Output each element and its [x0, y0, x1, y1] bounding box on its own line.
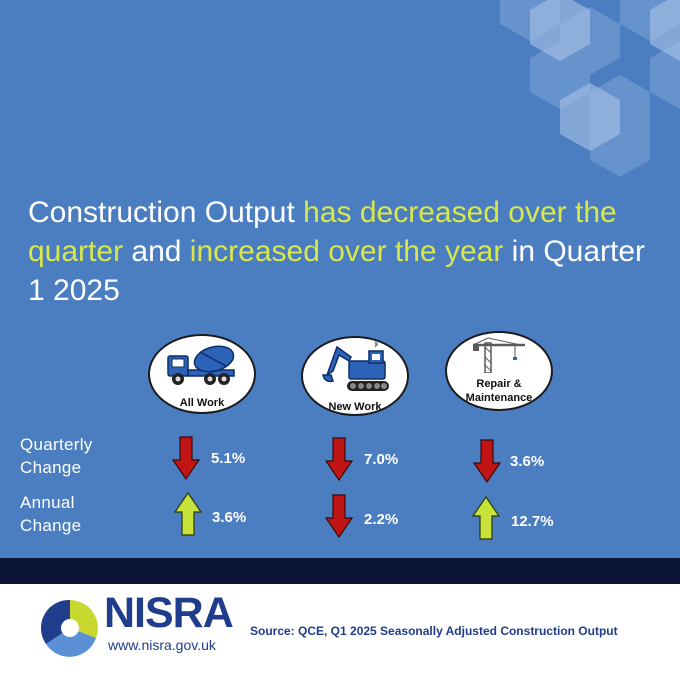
new-work-badge: New Work: [301, 336, 409, 416]
headline-part-1: Construction Output: [28, 196, 304, 229]
all-work-quarterly-value: 5.1%: [211, 450, 246, 467]
headline-highlight-quarter: has decreased over the quarter: [28, 196, 617, 268]
nisra-logo-icon: [40, 599, 98, 657]
all-work-annual-value: 3.6%: [212, 509, 247, 526]
repair-maintenance-badge: Repair & Maintenance: [445, 331, 553, 411]
new-work-quarterly-value: 7.0%: [364, 451, 399, 468]
all-work-label: All Work: [179, 397, 225, 409]
headline-part-5: in Quarter 1 2025: [28, 235, 646, 307]
repair-maintenance-annual-value: 12.7%: [511, 513, 554, 530]
down-arrow-icon: [172, 436, 200, 480]
source-note: Source: QCE, Q1 2025 Seasonally Adjusted…: [250, 624, 618, 638]
headline-highlight-year: increased over the year: [189, 235, 504, 268]
up-arrow-icon: [472, 496, 500, 540]
brand-name: NISRA: [104, 589, 234, 637]
footer: NISRA www.nisra.gov.uk Source: QCE, Q1 2…: [0, 584, 680, 680]
new-work-annual-value: 2.2%: [364, 511, 399, 528]
down-arrow-icon: [325, 494, 353, 538]
new-work-label: New Work: [328, 401, 382, 413]
divider-band: [0, 558, 680, 584]
infographic-panel: Construction Output has decreased over t…: [20, 0, 680, 540]
excavator-icon: [322, 341, 389, 391]
tower-crane-icon: [472, 337, 525, 373]
repair-maintenance-quarterly-value: 3.6%: [510, 453, 545, 470]
up-arrow-icon: [174, 492, 202, 536]
repair-maintenance-label: Repair & Maintenance: [465, 378, 533, 404]
concrete-mixer-truck-icon: [167, 345, 235, 385]
annual-change-label: Annual Change: [20, 493, 82, 535]
website-link[interactable]: www.nisra.gov.uk: [108, 637, 216, 653]
hexagon-pattern-decoration: [500, 0, 680, 177]
down-arrow-icon: [325, 437, 353, 481]
down-arrow-icon: [473, 439, 501, 483]
all-work-badge: All Work: [148, 334, 256, 414]
headline: Construction Output has decreased over t…: [28, 193, 668, 310]
headline-part-3: and: [123, 235, 190, 268]
quarterly-change-label: Quarterly Change: [20, 435, 93, 477]
